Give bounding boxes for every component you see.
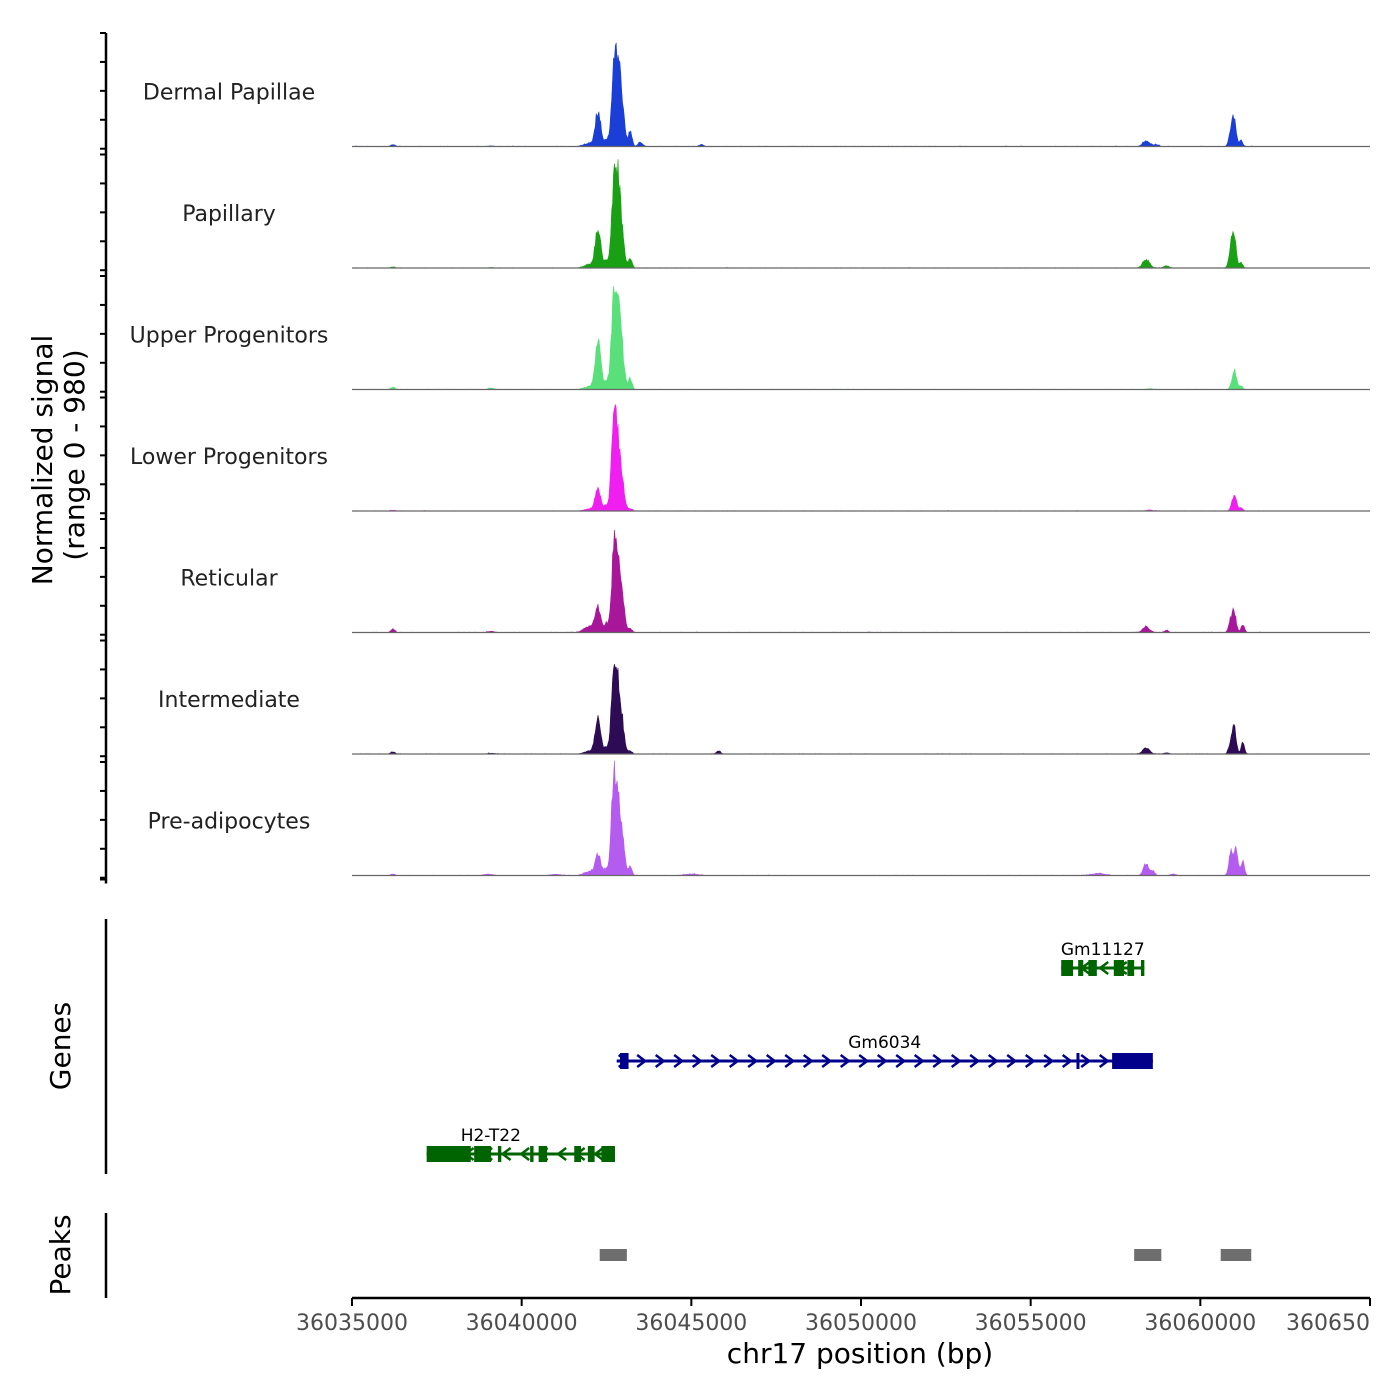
strand-arrow <box>519 1147 530 1161</box>
x-tick-label: 36050000 <box>805 1311 917 1336</box>
coverage-area <box>352 529 1264 633</box>
strand-arrow <box>1080 1054 1092 1068</box>
exon <box>601 1146 615 1162</box>
gene-h2-t22: H2-T22 <box>426 1126 615 1162</box>
gene-label: H2-T22 <box>461 1126 521 1146</box>
y-axis-title-line2: (range 0 - 980) <box>58 349 91 560</box>
peak-interval <box>1220 1249 1252 1261</box>
peaks-panel: Peaks <box>44 1213 1252 1298</box>
track-label: Upper Progenitors <box>130 324 329 349</box>
track-label: Pre-adipocytes <box>148 810 311 835</box>
gene-label: Gm11127 <box>1061 940 1145 960</box>
strand-arrow <box>1098 1054 1110 1068</box>
y-axis-title: Normalized signal (range 0 - 980) <box>26 335 91 586</box>
exon <box>587 1146 595 1162</box>
gene-gm6034: Gm6034 <box>616 1033 1153 1069</box>
exon <box>1061 960 1074 976</box>
strand-arrow <box>691 1054 703 1068</box>
strand-arrow <box>1043 1054 1055 1068</box>
strand-arrow <box>1098 961 1109 975</box>
exon <box>1112 1053 1153 1069</box>
exon <box>1078 960 1084 976</box>
strand-arrow <box>636 1054 648 1068</box>
strand-arrow <box>556 1147 567 1161</box>
track-pre-adipocytes: Pre-adipocytes <box>100 760 1370 879</box>
strand-arrow <box>969 1054 981 1068</box>
strand-arrow <box>500 1147 512 1161</box>
coverage-area <box>352 159 1264 269</box>
genes-panel: Genes Gm11127 Gm6034 H2-T22 <box>44 919 1153 1174</box>
strand-arrow <box>593 1147 604 1161</box>
strand-arrow <box>654 1054 666 1068</box>
exon <box>620 1053 629 1069</box>
strand-arrow <box>710 1054 722 1068</box>
coverage-area <box>352 663 1264 755</box>
peak-interval <box>1134 1249 1162 1261</box>
track-label: Papillary <box>182 202 276 227</box>
strand-arrow <box>802 1054 814 1068</box>
coverage-area <box>352 42 1264 147</box>
x-tick-label: 36045000 <box>635 1311 747 1336</box>
exon <box>538 1146 548 1162</box>
track-label: Dermal Papillae <box>143 81 315 106</box>
track-reticular: Reticular <box>100 518 1370 636</box>
x-tick-label: 360650 <box>1286 1311 1370 1336</box>
strand-arrow <box>858 1054 870 1068</box>
x-axis-title: chr17 position (bp) <box>727 1337 993 1370</box>
coverage-area <box>351 286 1264 390</box>
coverage-area <box>352 404 1264 512</box>
track-lower-progenitors: Lower Progenitors <box>100 396 1370 515</box>
track-label: Lower Progenitors <box>130 445 328 470</box>
strand-arrow <box>950 1054 962 1068</box>
exon <box>1127 960 1135 976</box>
exon <box>574 1146 582 1162</box>
x-tick-label: 36055000 <box>975 1311 1087 1336</box>
x-tick-label: 36060000 <box>1144 1311 1256 1336</box>
strand-arrow <box>1006 1054 1018 1068</box>
strand-arrow <box>876 1054 888 1068</box>
strand-arrow <box>821 1054 833 1068</box>
peaks-panel-title: Peaks <box>44 1214 77 1295</box>
exon <box>1113 960 1124 976</box>
peak-interval <box>599 1249 627 1261</box>
x-axis: chr17 position (bp) 36035000 36040000 3604… <box>296 1296 1371 1370</box>
exon <box>474 1146 492 1162</box>
strand-arrow <box>728 1054 740 1068</box>
gene-label: Gm6034 <box>848 1033 921 1053</box>
gene-gm11127: Gm11127 <box>1061 940 1145 976</box>
strand-arrow <box>895 1054 907 1068</box>
strand-arrow <box>913 1054 925 1068</box>
genes-panel-title: Genes <box>44 1002 77 1090</box>
exon <box>426 1146 471 1162</box>
track-label: Intermediate <box>158 688 300 713</box>
strand-arrow <box>1061 1054 1073 1068</box>
strand-arrow <box>839 1054 851 1068</box>
strand-arrow <box>932 1054 944 1068</box>
track-label: Reticular <box>180 567 278 592</box>
strand-arrow <box>784 1054 796 1068</box>
strand-arrow <box>1024 1054 1036 1068</box>
strand-arrow <box>747 1054 759 1068</box>
track-papillary: Papillary <box>100 153 1370 272</box>
strand-arrow <box>673 1054 685 1068</box>
track-dermal-papillae: Dermal Papillae <box>100 32 1370 150</box>
exon <box>530 1146 534 1162</box>
strand-arrow <box>765 1054 777 1068</box>
exon <box>1076 1053 1080 1069</box>
x-tick-label: 36040000 <box>466 1311 578 1336</box>
track-upper-progenitors: Upper Progenitors <box>100 275 1370 393</box>
exon <box>1140 960 1145 976</box>
exon <box>497 1146 502 1162</box>
coverage-panel: Dermal Papillae Papillary Upper Progenitor… <box>100 32 1370 884</box>
exon <box>1088 960 1097 976</box>
x-tick-label: 36035000 <box>296 1311 408 1336</box>
strand-arrow <box>987 1054 999 1068</box>
track-intermediate: Intermediate <box>100 639 1370 758</box>
y-axis-title-line1: Normalized signal <box>26 335 59 586</box>
coverage-area <box>352 760 1264 876</box>
